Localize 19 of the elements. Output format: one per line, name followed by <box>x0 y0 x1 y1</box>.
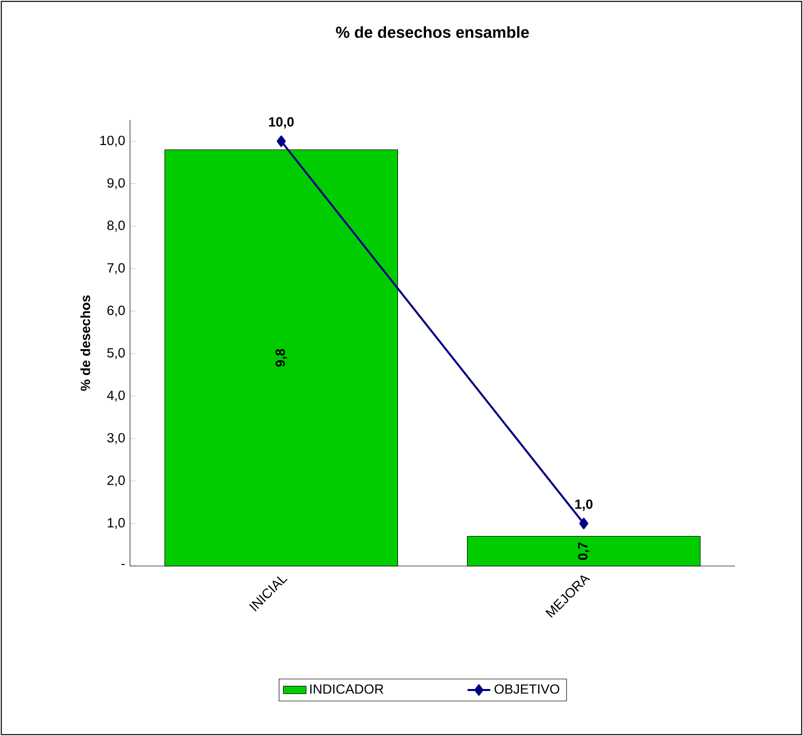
y-tick-label: 10,0 <box>100 136 125 147</box>
data-label: 10,0 <box>269 117 294 129</box>
y-tick-label: 1,0 <box>108 518 125 530</box>
y-tick-label: - <box>121 564 125 565</box>
y-tick-label: 3,0 <box>107 433 125 444</box>
y-tick-label: 2,0 <box>107 476 125 487</box>
y-tick-label: 4,0 <box>107 390 125 402</box>
y-tick-label: 9,0 <box>107 178 125 190</box>
y-tick-label: 7,0 <box>107 263 125 274</box>
data-label: 1,0 <box>575 499 592 511</box>
data-label: 0,7 <box>578 542 590 560</box>
y-tick-label: 8,0 <box>107 220 125 232</box>
legend-label: OBJETIVO <box>494 684 560 694</box>
chart-title: % de desechos ensamble <box>336 26 529 38</box>
y-tick-label: 5,0 <box>107 348 125 360</box>
y-axis-title: % de desechos <box>80 295 90 391</box>
data-label: 9,8 <box>276 349 287 367</box>
legend-label: INDICADOR <box>310 684 384 694</box>
y-tick-label: 6,0 <box>107 306 125 317</box>
